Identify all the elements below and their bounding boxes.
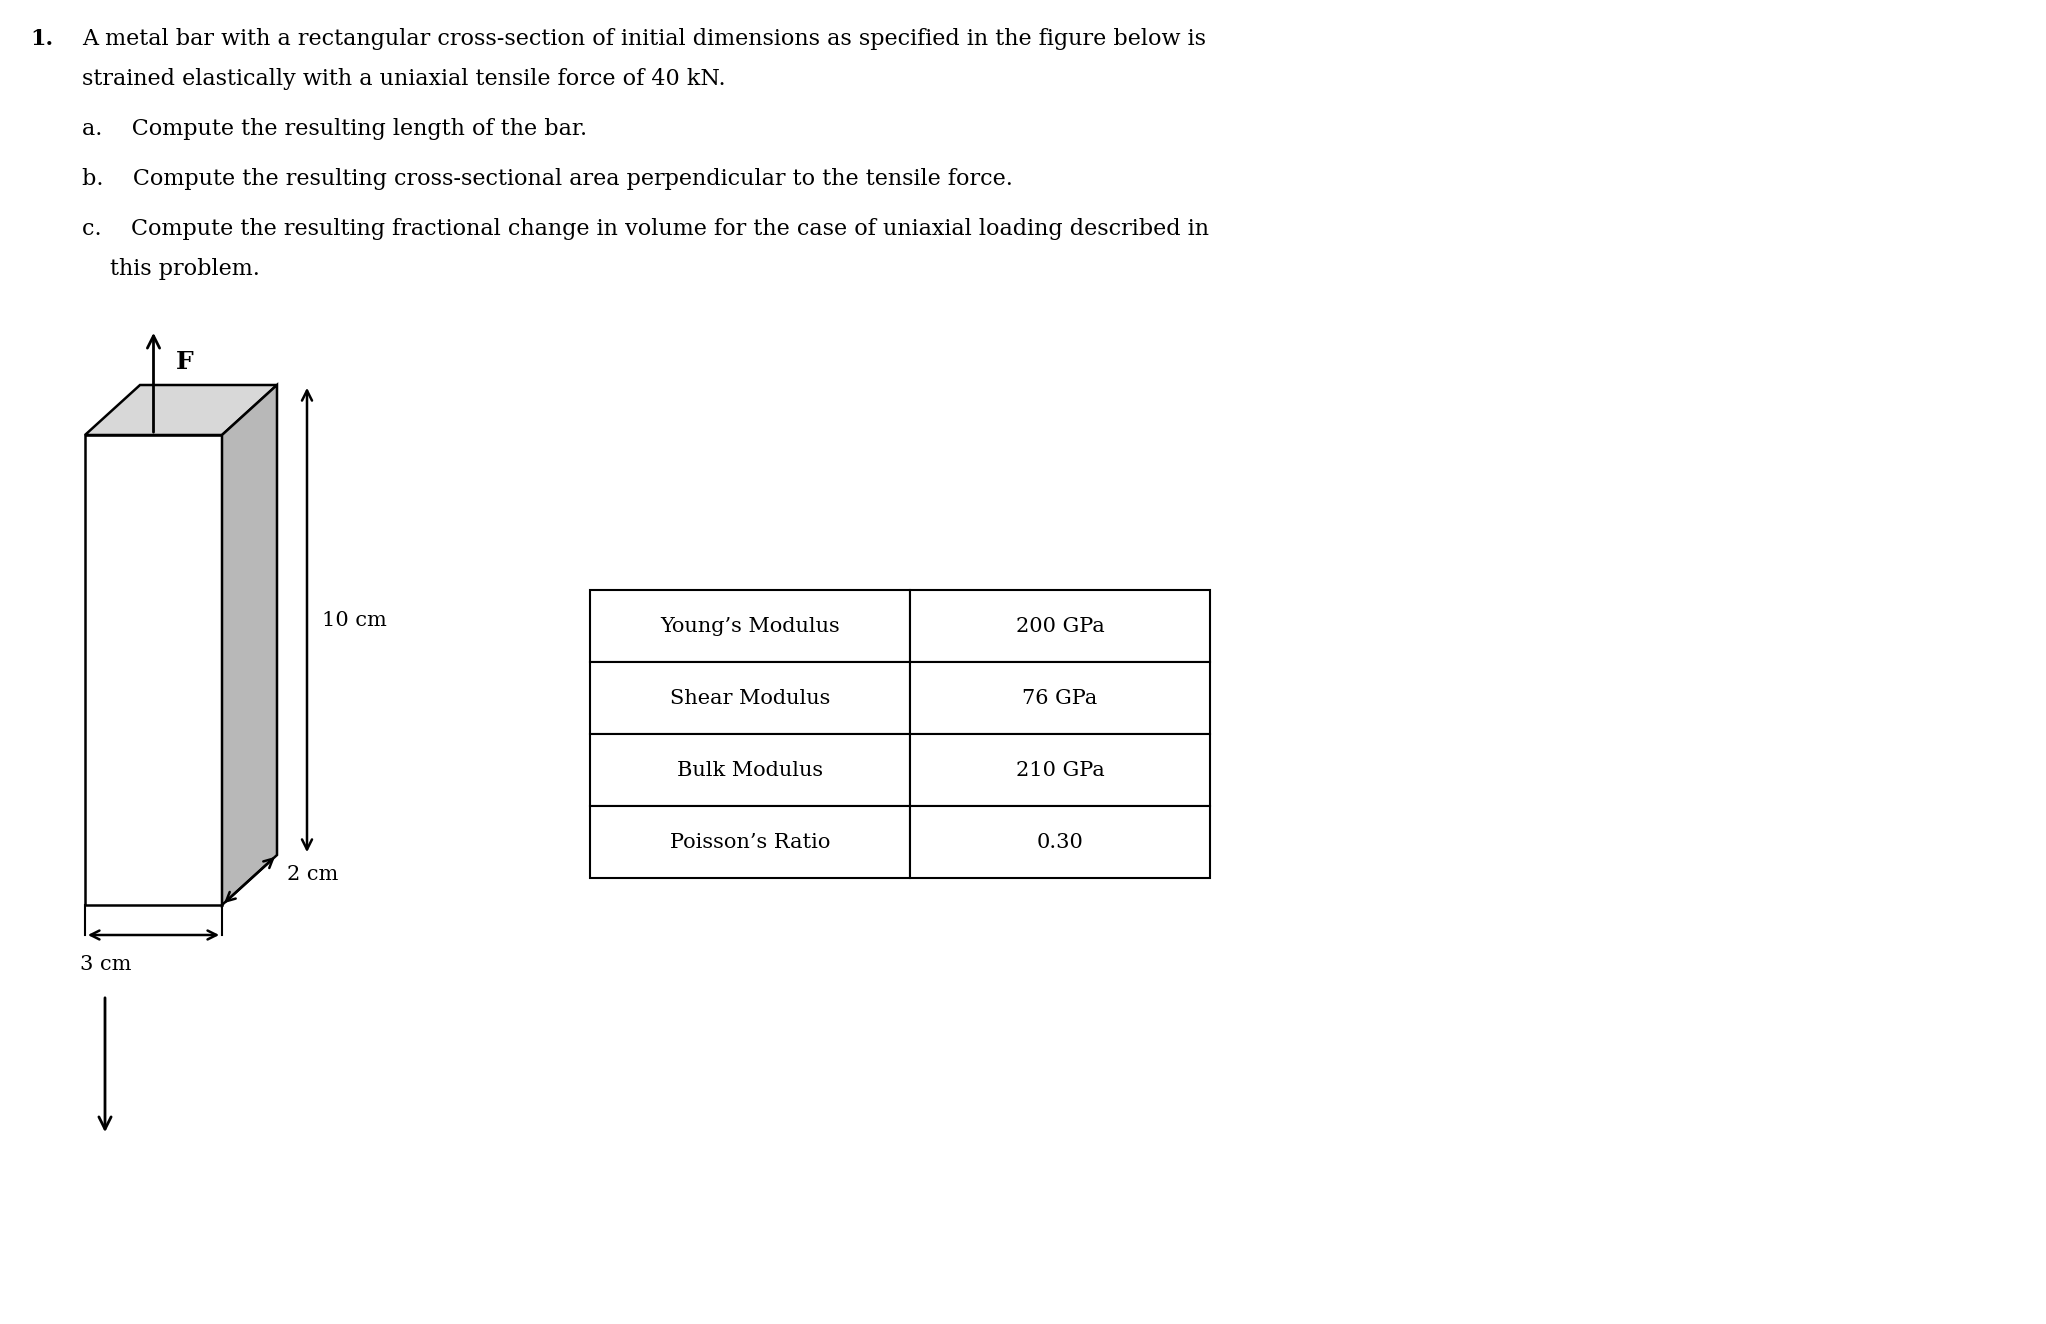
Bar (910, 591, 1209, 662)
Bar (910, 733, 1209, 806)
Text: 1.: 1. (31, 28, 53, 50)
Text: Bulk Modulus: Bulk Modulus (677, 760, 822, 780)
Bar (589, 806, 910, 878)
Text: 2 cm: 2 cm (286, 865, 338, 884)
Text: c.  Compute the resulting fractional change in volume for the case of uniaxial l: c. Compute the resulting fractional chan… (82, 218, 1209, 240)
Text: A metal bar with a rectangular cross-section of initial dimensions as specified : A metal bar with a rectangular cross-sec… (82, 28, 1205, 50)
Text: 10 cm: 10 cm (321, 610, 387, 629)
Text: Young’s Modulus: Young’s Modulus (661, 617, 839, 636)
Polygon shape (223, 385, 276, 906)
Text: strained elastically with a uniaxial tensile force of 40 kN.: strained elastically with a uniaxial ten… (82, 68, 726, 90)
Text: 200 GPa: 200 GPa (1015, 617, 1105, 636)
Text: Poisson’s Ratio: Poisson’s Ratio (669, 833, 831, 851)
Text: 76 GPa: 76 GPa (1023, 688, 1097, 707)
Text: this problem.: this problem. (110, 258, 260, 279)
Polygon shape (86, 385, 276, 436)
Text: b.  Compute the resulting cross-sectional area perpendicular to the tensile forc: b. Compute the resulting cross-sectional… (82, 168, 1013, 191)
Polygon shape (86, 436, 223, 906)
Bar (589, 662, 910, 733)
Text: Shear Modulus: Shear Modulus (669, 688, 831, 707)
Bar (589, 733, 910, 806)
Bar (589, 591, 910, 662)
Text: 3 cm: 3 cm (80, 955, 131, 974)
Text: F: F (176, 350, 192, 373)
Text: 210 GPa: 210 GPa (1015, 760, 1105, 780)
Text: 0.30: 0.30 (1037, 833, 1084, 851)
Text: a.  Compute the resulting length of the bar.: a. Compute the resulting length of the b… (82, 118, 587, 140)
Bar (910, 806, 1209, 878)
Bar (910, 662, 1209, 733)
